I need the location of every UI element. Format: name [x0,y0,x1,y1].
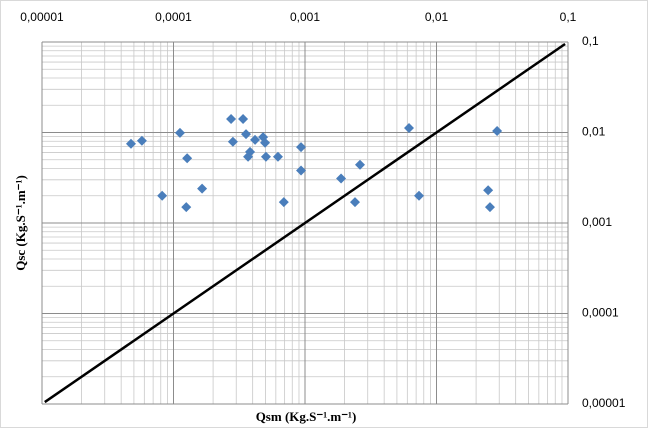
x-tick-label: 0,1 [560,10,577,24]
data-point [278,197,289,208]
x-tick-label: 0,01 [425,10,449,24]
data-point [226,113,237,124]
y-tick-label: 0,00001 [582,396,626,410]
data-point [296,142,307,153]
data-point [260,151,271,162]
data-point [404,123,415,134]
x-tick-label: 0,00001 [20,10,64,24]
x-tick-label: 0,0001 [155,10,192,24]
data-point [296,165,307,176]
data-point [336,173,347,184]
data-point [174,127,185,138]
data-point [349,197,360,208]
y-axis-title: Qsc (Kg.S⁻¹.m⁻¹) [13,175,28,271]
data-point [238,113,249,124]
data-point [182,153,193,164]
data-point [484,202,495,213]
data-point [197,183,208,194]
data-point [355,159,366,170]
data-point [136,135,147,146]
y-tick-label: 0,0001 [582,306,619,320]
data-point [413,190,424,201]
data-point [492,125,503,136]
x-axis-title: Qsm (Kg.S⁻¹.m⁻¹) [256,409,357,424]
y-tick-label: 0,01 [582,125,606,139]
data-point [483,185,494,196]
x-tick-label: 0,001 [290,10,320,24]
data-point [250,134,261,145]
data-point [243,151,254,162]
data-point [125,138,136,149]
data-point [272,151,283,162]
y-tick-label: 0,1 [582,34,599,48]
y-tick-label: 0,001 [582,215,612,229]
diagonal-line [44,42,566,404]
data-point [181,202,192,213]
data-point [157,190,168,201]
data-point [227,136,238,147]
data-point [241,129,252,140]
data-point [260,137,271,148]
